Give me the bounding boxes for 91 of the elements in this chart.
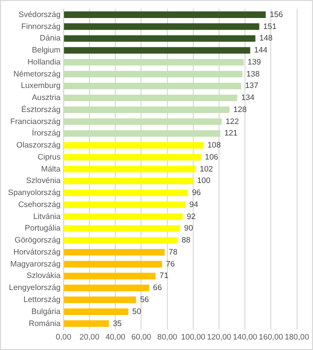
y-tick-label: Olaszország bbox=[16, 140, 61, 150]
data-label: 108 bbox=[208, 140, 222, 150]
data-label: 78 bbox=[168, 247, 178, 256]
data-label: 94 bbox=[189, 200, 199, 209]
data-label: 96 bbox=[192, 188, 202, 198]
data-label: 128 bbox=[233, 104, 248, 114]
bar bbox=[64, 213, 183, 220]
bar bbox=[64, 249, 165, 256]
data-label: 102 bbox=[200, 164, 214, 174]
bar bbox=[64, 70, 242, 78]
bar bbox=[64, 190, 188, 196]
bar bbox=[64, 237, 178, 244]
data-label: 92 bbox=[186, 212, 196, 221]
data-label: 121 bbox=[224, 128, 238, 138]
data-label: 139 bbox=[248, 57, 262, 66]
x-tick-label: 0,00 bbox=[56, 332, 72, 342]
data-label: 106 bbox=[204, 152, 219, 162]
x-tick-label: 40,00 bbox=[105, 332, 126, 342]
x-tick-label: 20,00 bbox=[80, 332, 100, 342]
bar bbox=[64, 11, 266, 18]
bar bbox=[64, 154, 201, 161]
bar bbox=[64, 178, 194, 184]
y-tick-label: Belgium bbox=[32, 46, 61, 55]
data-label: 66 bbox=[153, 283, 162, 292]
bar bbox=[64, 47, 250, 54]
data-label: 122 bbox=[226, 116, 240, 126]
data-label: 71 bbox=[160, 271, 169, 280]
x-tick-label: 80,00 bbox=[157, 332, 178, 342]
data-label: 138 bbox=[246, 69, 260, 78]
x-tick-label: 140,00 bbox=[232, 332, 258, 342]
y-tick-label: Magyarország bbox=[10, 259, 61, 268]
x-tick-label: 60,00 bbox=[131, 332, 152, 342]
bar bbox=[64, 296, 136, 304]
bar bbox=[64, 118, 222, 125]
bar bbox=[64, 320, 109, 327]
x-tick-label: 120,00 bbox=[206, 332, 232, 342]
y-tick-label: Lettország bbox=[23, 295, 61, 304]
y-tick-label: Görögország bbox=[14, 236, 61, 245]
bar bbox=[64, 142, 204, 149]
y-tick-label: Csehország bbox=[18, 200, 61, 209]
data-label: 100 bbox=[197, 176, 211, 186]
y-tick-label: Írország bbox=[32, 128, 61, 138]
y-tick-label: Spanyolország bbox=[8, 188, 61, 198]
bar bbox=[64, 58, 244, 66]
y-tick-label: Franciaország bbox=[10, 116, 61, 126]
bar bbox=[64, 35, 256, 42]
bar bbox=[64, 130, 220, 137]
x-tick-label: 160,00 bbox=[258, 332, 284, 342]
bar bbox=[64, 308, 128, 315]
data-label: 56 bbox=[140, 295, 150, 304]
data-label: 156 bbox=[270, 10, 284, 19]
y-tick-label: Litvánia bbox=[33, 212, 62, 221]
bar bbox=[64, 23, 260, 30]
y-tick-label: Svédország bbox=[18, 10, 61, 19]
y-tick-label: Finnország bbox=[21, 22, 61, 31]
y-tick-label: Málta bbox=[41, 164, 62, 174]
data-label: 35 bbox=[112, 318, 122, 328]
bar bbox=[64, 284, 150, 292]
x-tick-label: 180,00 bbox=[284, 332, 310, 342]
data-label: 144 bbox=[254, 46, 268, 55]
y-tick-label: Szlovákia bbox=[26, 271, 62, 280]
y-tick-label: Lengyelország bbox=[8, 283, 61, 292]
x-tick-label: 100,00 bbox=[181, 332, 206, 342]
bar bbox=[64, 82, 242, 90]
y-tick-label: Luxemburg bbox=[20, 81, 61, 90]
bar bbox=[64, 272, 156, 280]
data-label: 137 bbox=[245, 81, 259, 90]
data-label: 148 bbox=[259, 34, 274, 43]
data-label: 134 bbox=[241, 93, 256, 102]
data-label: 88 bbox=[182, 236, 191, 245]
data-label: 151 bbox=[263, 22, 278, 31]
data-label: 50 bbox=[132, 306, 142, 316]
bar bbox=[64, 166, 196, 172]
bar bbox=[64, 260, 162, 268]
y-tick-label: Románia bbox=[28, 318, 62, 328]
bar bbox=[64, 106, 230, 113]
bar bbox=[64, 94, 238, 102]
y-tick-label: Ciprus bbox=[38, 152, 61, 162]
y-tick-label: Bulgária bbox=[31, 306, 62, 316]
y-tick-label: Szlovénia bbox=[26, 176, 62, 186]
y-tick-label: Dánia bbox=[40, 34, 62, 43]
data-label: 90 bbox=[184, 224, 194, 233]
y-tick-label: Ausztria bbox=[32, 93, 62, 102]
y-tick-label: Észtország bbox=[21, 104, 61, 114]
bar bbox=[64, 225, 180, 232]
y-tick-label: Portugália bbox=[24, 224, 62, 233]
bar bbox=[64, 202, 186, 208]
y-tick-label: Németország bbox=[13, 69, 61, 78]
y-tick-label: Hollandia bbox=[27, 57, 62, 66]
data-label: 76 bbox=[166, 259, 176, 268]
y-tick-label: Horvátország bbox=[13, 247, 61, 256]
